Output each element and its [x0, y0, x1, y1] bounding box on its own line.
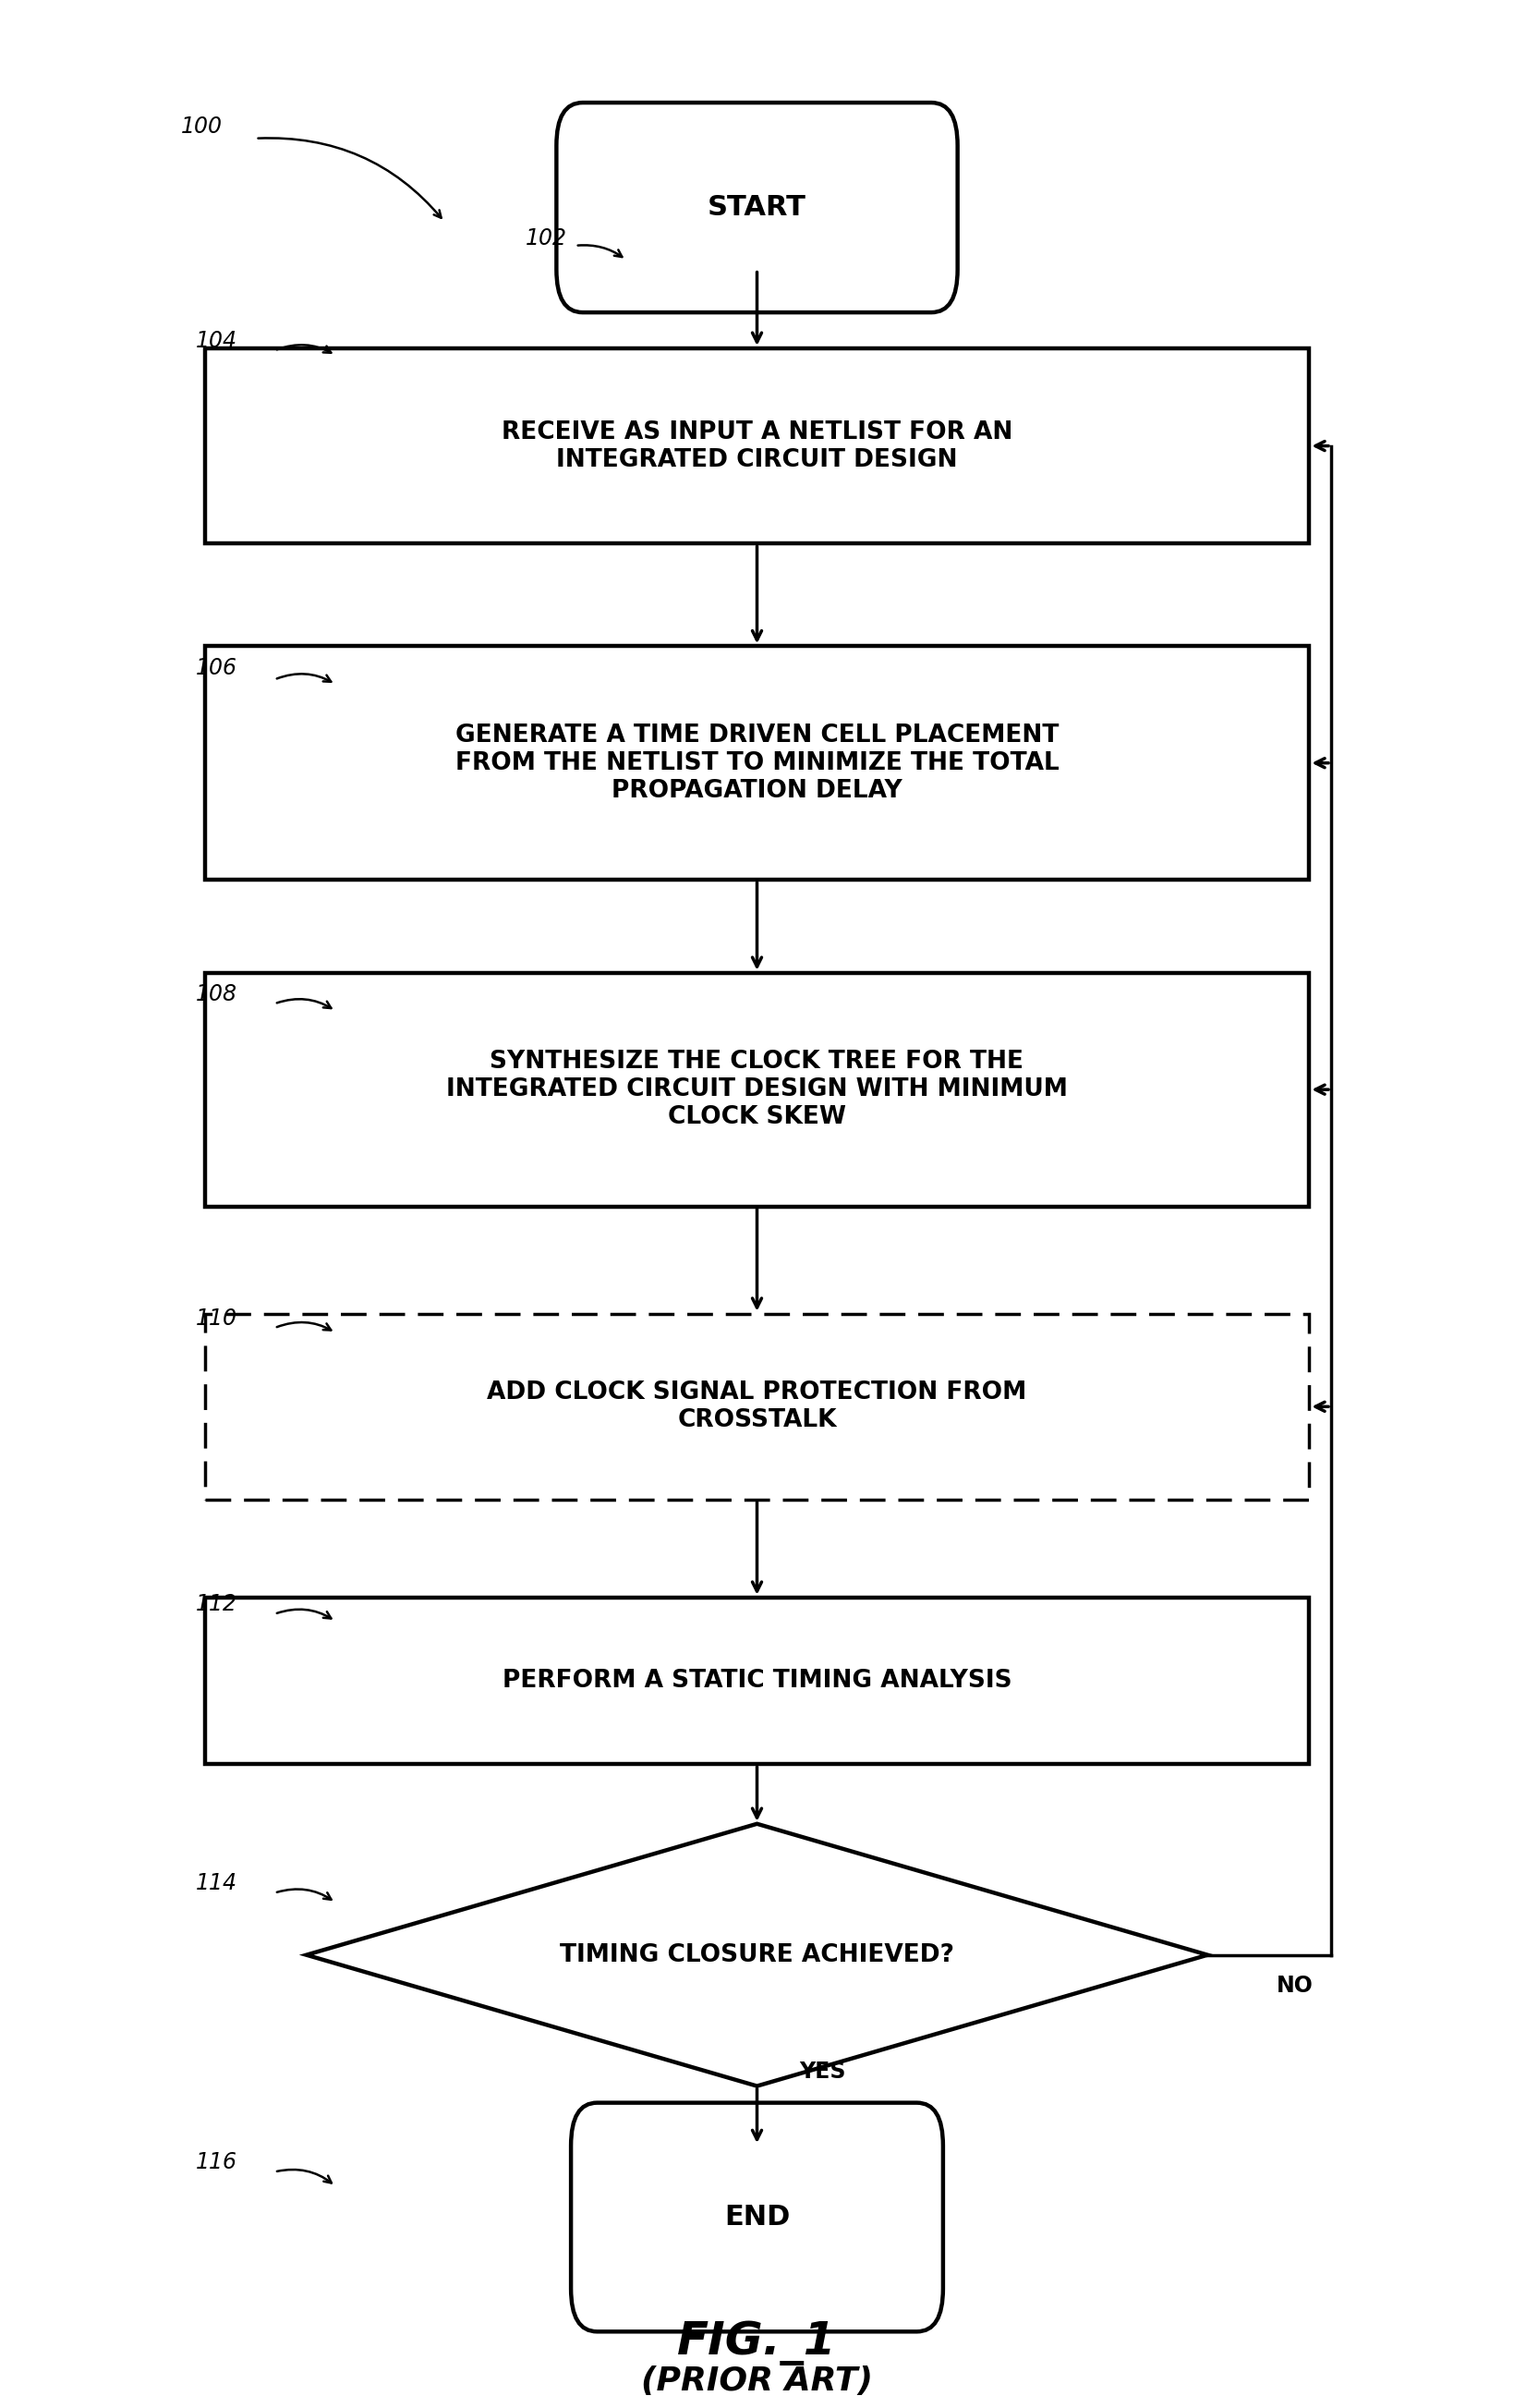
Text: ADD CLOCK SIGNAL PROTECTION FROM
CROSSTALK: ADD CLOCK SIGNAL PROTECTION FROM CROSSTA… [488, 1380, 1026, 1433]
Bar [204, 973, 1310, 1206]
Text: 112: 112 [195, 1594, 238, 1616]
FancyBboxPatch shape [571, 2102, 943, 2331]
FancyBboxPatch shape [557, 104, 957, 313]
Text: 116: 116 [195, 2150, 238, 2174]
Polygon shape [306, 1823, 1208, 2085]
Text: 110: 110 [195, 1308, 238, 1329]
Text: 102: 102 [525, 226, 568, 250]
Bar [204, 1597, 1310, 1765]
Text: FIG._1: FIG._1 [677, 2321, 837, 2367]
Text: SYNTHESIZE THE CLOCK TREE FOR THE
INTEGRATED CIRCUIT DESIGN WITH MINIMUM
CLOCK S: SYNTHESIZE THE CLOCK TREE FOR THE INTEGR… [447, 1050, 1067, 1129]
Text: START: START [707, 195, 807, 222]
Text: END: END [724, 2203, 790, 2230]
Bar [204, 645, 1310, 879]
Bar [204, 1315, 1310, 1500]
Text: GENERATE A TIME DRIVEN CELL PLACEMENT
FROM THE NETLIST TO MINIMIZE THE TOTAL
PRO: GENERATE A TIME DRIVEN CELL PLACEMENT FR… [456, 722, 1058, 802]
Text: 114: 114 [195, 1873, 238, 1895]
Text: TIMING CLOSURE ACHIEVED?: TIMING CLOSURE ACHIEVED? [560, 1943, 954, 1967]
Text: NO: NO [1276, 1975, 1313, 1996]
Text: 104: 104 [195, 330, 238, 352]
Text: 106: 106 [195, 657, 238, 679]
Bar [204, 349, 1310, 544]
Text: 100: 100 [182, 116, 223, 137]
Text: RECEIVE AS INPUT A NETLIST FOR AN
INTEGRATED CIRCUIT DESIGN: RECEIVE AS INPUT A NETLIST FOR AN INTEGR… [501, 419, 1013, 472]
Text: PERFORM A STATIC TIMING ANALYSIS: PERFORM A STATIC TIMING ANALYSIS [503, 1669, 1011, 1693]
Text: 108: 108 [195, 982, 238, 1004]
Text: (PRIOR ART): (PRIOR ART) [640, 2367, 874, 2398]
Text: YES: YES [799, 2061, 846, 2083]
